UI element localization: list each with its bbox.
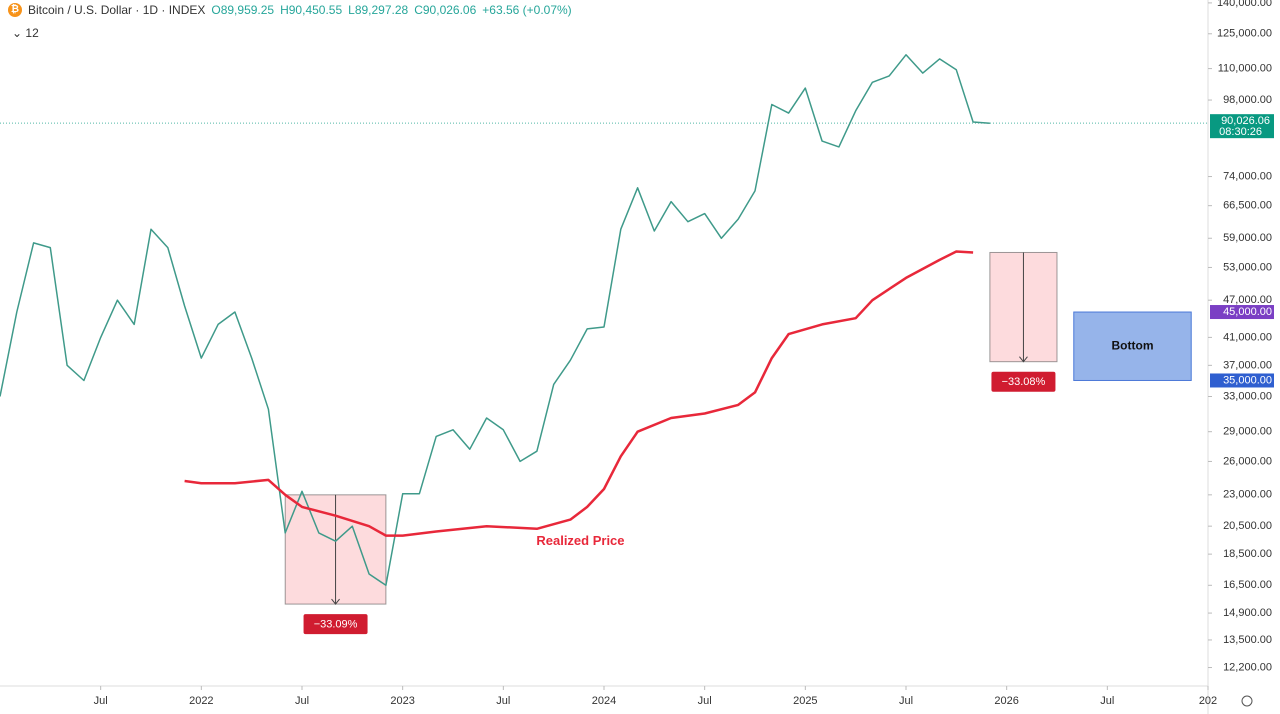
x-tick-label: 2022 [189, 695, 213, 707]
price-tag-bg [1210, 114, 1274, 139]
x-tick-label: 2026 [994, 695, 1018, 707]
x-tick-label: 202 [1199, 695, 1217, 707]
open: O89,959.25 [211, 3, 275, 17]
y-tick-label: 16,500.00 [1223, 579, 1272, 591]
y-tick-label: 12,200.00 [1223, 661, 1272, 673]
high: H90,450.55 [280, 3, 343, 17]
y-tick-label: 29,000.00 [1223, 426, 1272, 438]
y-tick-label: 66,500.00 [1223, 200, 1272, 212]
drawdown-label-bg [991, 371, 1056, 392]
y-tick-label: 23,000.00 [1223, 489, 1272, 501]
indicator-count: 12 [25, 26, 39, 40]
y-tick-label: 59,000.00 [1223, 232, 1272, 244]
level-tag-bg [1210, 373, 1274, 388]
legend-header: ₿ Bitcoin / U.S. Dollar · 1D · INDEX O89… [8, 3, 572, 17]
x-tick-label: 2024 [592, 695, 616, 707]
y-tick-label: 26,000.00 [1223, 455, 1272, 467]
x-tick-label: 2025 [793, 695, 817, 707]
bottom-zone-label: Bottom [1112, 338, 1154, 352]
drawdown-label: −33.09% [314, 618, 358, 630]
close: C90,026.06 [414, 3, 477, 17]
y-tick-label: 14,900.00 [1223, 607, 1272, 619]
indicator-toggle[interactable]: ⌄ 12 [12, 26, 39, 40]
y-tick-label: 18,500.00 [1223, 548, 1272, 560]
y-tick-label: 140,000.00 [1217, 0, 1272, 9]
drawdown-arrow-head [331, 598, 340, 605]
y-tick-label: 13,500.00 [1223, 634, 1272, 646]
y-tick-label: 47,000.00 [1223, 294, 1272, 306]
x-tick-label: Jul [496, 695, 510, 707]
y-tick-label: 33,000.00 [1223, 390, 1272, 402]
low: L89,297.28 [348, 3, 409, 17]
level-tag-bg [1210, 305, 1274, 320]
y-tick-label: 41,000.00 [1223, 331, 1272, 343]
series-label: Realized Price [536, 533, 624, 548]
drawdown-arrow-head [1019, 356, 1028, 363]
x-tick-label: Jul [295, 695, 309, 707]
bottom-zone [1073, 311, 1192, 381]
y-tick-label: 37,000.00 [1223, 359, 1272, 371]
level-tag: 35,000.00 [1223, 374, 1272, 386]
y-tick-label: 20,500.00 [1223, 520, 1272, 532]
change: +63.56 (+0.07%) [482, 3, 572, 17]
price-countdown: 08:30:26 [1219, 126, 1262, 138]
y-tick-label: 125,000.00 [1217, 28, 1272, 40]
symbol-icon: ₿ [8, 3, 22, 17]
price-tag: 90,026.06 [1221, 115, 1270, 127]
y-tick-label: 74,000.00 [1223, 170, 1272, 182]
drawdown-label-bg [303, 614, 368, 635]
settings-icon [1241, 695, 1253, 707]
y-tick-label: 110,000.00 [1218, 62, 1272, 74]
drawdown-label: −33.08% [1002, 376, 1046, 388]
level-tag: 45,000.00 [1223, 306, 1272, 318]
symbol-title[interactable]: Bitcoin / U.S. Dollar · 1D · INDEX [28, 3, 206, 17]
y-tick-label: 98,000.00 [1223, 94, 1272, 106]
x-axis-bg [0, 686, 1280, 714]
x-tick-label: Jul [698, 695, 712, 707]
price-line-series [0, 54, 990, 587]
realized-price-line [184, 250, 974, 537]
x-tick-label: Jul [94, 695, 108, 707]
y-tick-label: 53,000.00 [1223, 261, 1272, 273]
x-tick-label: Jul [899, 695, 913, 707]
x-tick-label: 2023 [390, 695, 414, 707]
x-tick-label: Jul [1100, 695, 1114, 707]
